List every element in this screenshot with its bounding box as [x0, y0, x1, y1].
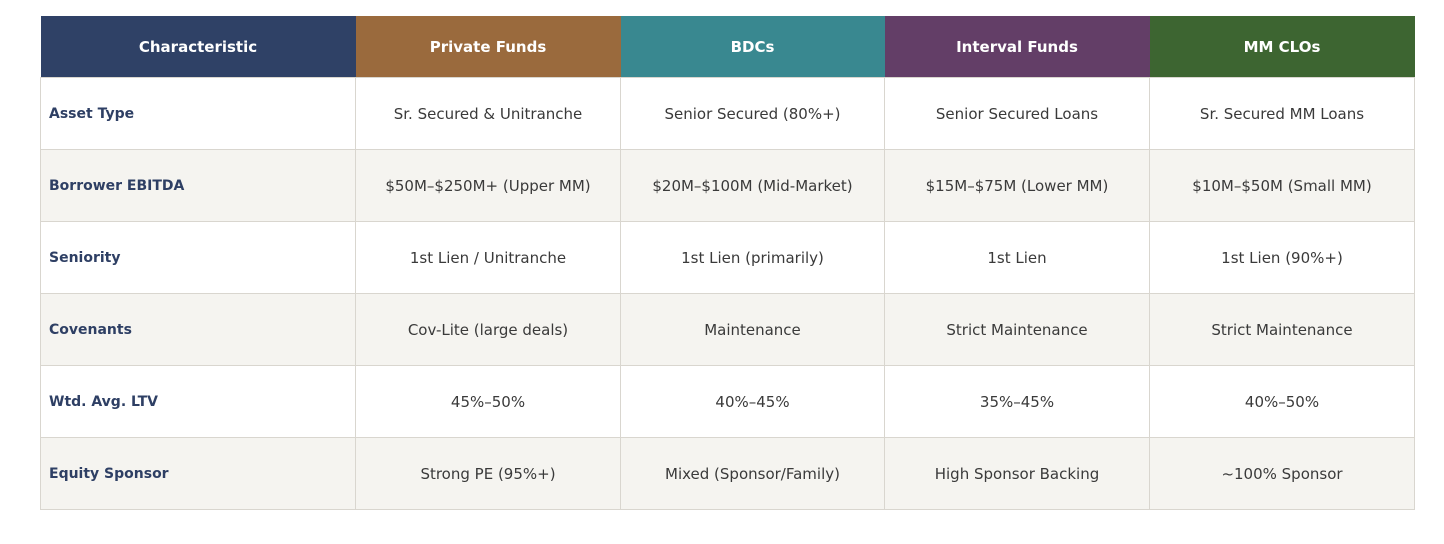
table-cell: Strong PE (95%+) [355, 437, 621, 510]
table-cell: 40%–50% [1149, 365, 1415, 438]
table-cell: Sr. Secured MM Loans [1149, 77, 1415, 150]
header-characteristic: Characteristic [40, 16, 356, 78]
table-row: Equity Sponsor Strong PE (95%+) Mixed (S… [40, 437, 1415, 510]
table-cell: Senior Secured (80%+) [620, 77, 885, 150]
header-private-funds: Private Funds [355, 16, 621, 78]
table-cell: $20M–$100M (Mid-Market) [620, 149, 885, 222]
header-mm-clos: MM CLOs [1149, 16, 1415, 78]
table-cell: Mixed (Sponsor/Family) [620, 437, 885, 510]
table-cell: $50M–$250M+ (Upper MM) [355, 149, 621, 222]
table-cell: 1st Lien / Unitranche [355, 221, 621, 294]
row-label: Asset Type [40, 77, 356, 150]
table-row: Asset Type Sr. Secured & Unitranche Seni… [40, 77, 1415, 150]
row-label: Covenants [40, 293, 356, 366]
header-bdcs: BDCs [620, 16, 885, 78]
table-cell: 40%–45% [620, 365, 885, 438]
table-cell: 1st Lien (primarily) [620, 221, 885, 294]
header-interval-funds: Interval Funds [884, 16, 1150, 78]
table-cell: 35%–45% [884, 365, 1150, 438]
table-row: Borrower EBITDA $50M–$250M+ (Upper MM) $… [40, 149, 1415, 222]
comparison-table: Characteristic Private Funds BDCs Interv… [40, 16, 1415, 510]
row-label: Wtd. Avg. LTV [40, 365, 356, 438]
header-row: Characteristic Private Funds BDCs Interv… [40, 16, 1415, 78]
table-cell: ~100% Sponsor [1149, 437, 1415, 510]
table-cell: 45%–50% [355, 365, 621, 438]
table-cell: Maintenance [620, 293, 885, 366]
table-cell: Strict Maintenance [884, 293, 1150, 366]
row-label: Equity Sponsor [40, 437, 356, 510]
table-cell: $15M–$75M (Lower MM) [884, 149, 1150, 222]
table-cell: Strict Maintenance [1149, 293, 1415, 366]
table-cell: Cov-Lite (large deals) [355, 293, 621, 366]
table-cell: $10M–$50M (Small MM) [1149, 149, 1415, 222]
row-label: Seniority [40, 221, 356, 294]
table-cell: Senior Secured Loans [884, 77, 1150, 150]
table-row: Wtd. Avg. LTV 45%–50% 40%–45% 35%–45% 40… [40, 365, 1415, 438]
table-cell: High Sponsor Backing [884, 437, 1150, 510]
table-row: Covenants Cov-Lite (large deals) Mainten… [40, 293, 1415, 366]
table-cell: Sr. Secured & Unitranche [355, 77, 621, 150]
table-row: Seniority 1st Lien / Unitranche 1st Lien… [40, 221, 1415, 294]
row-label: Borrower EBITDA [40, 149, 356, 222]
table-cell: 1st Lien [884, 221, 1150, 294]
comparison-table-container: Characteristic Private Funds BDCs Interv… [40, 16, 1415, 510]
table-cell: 1st Lien (90%+) [1149, 221, 1415, 294]
